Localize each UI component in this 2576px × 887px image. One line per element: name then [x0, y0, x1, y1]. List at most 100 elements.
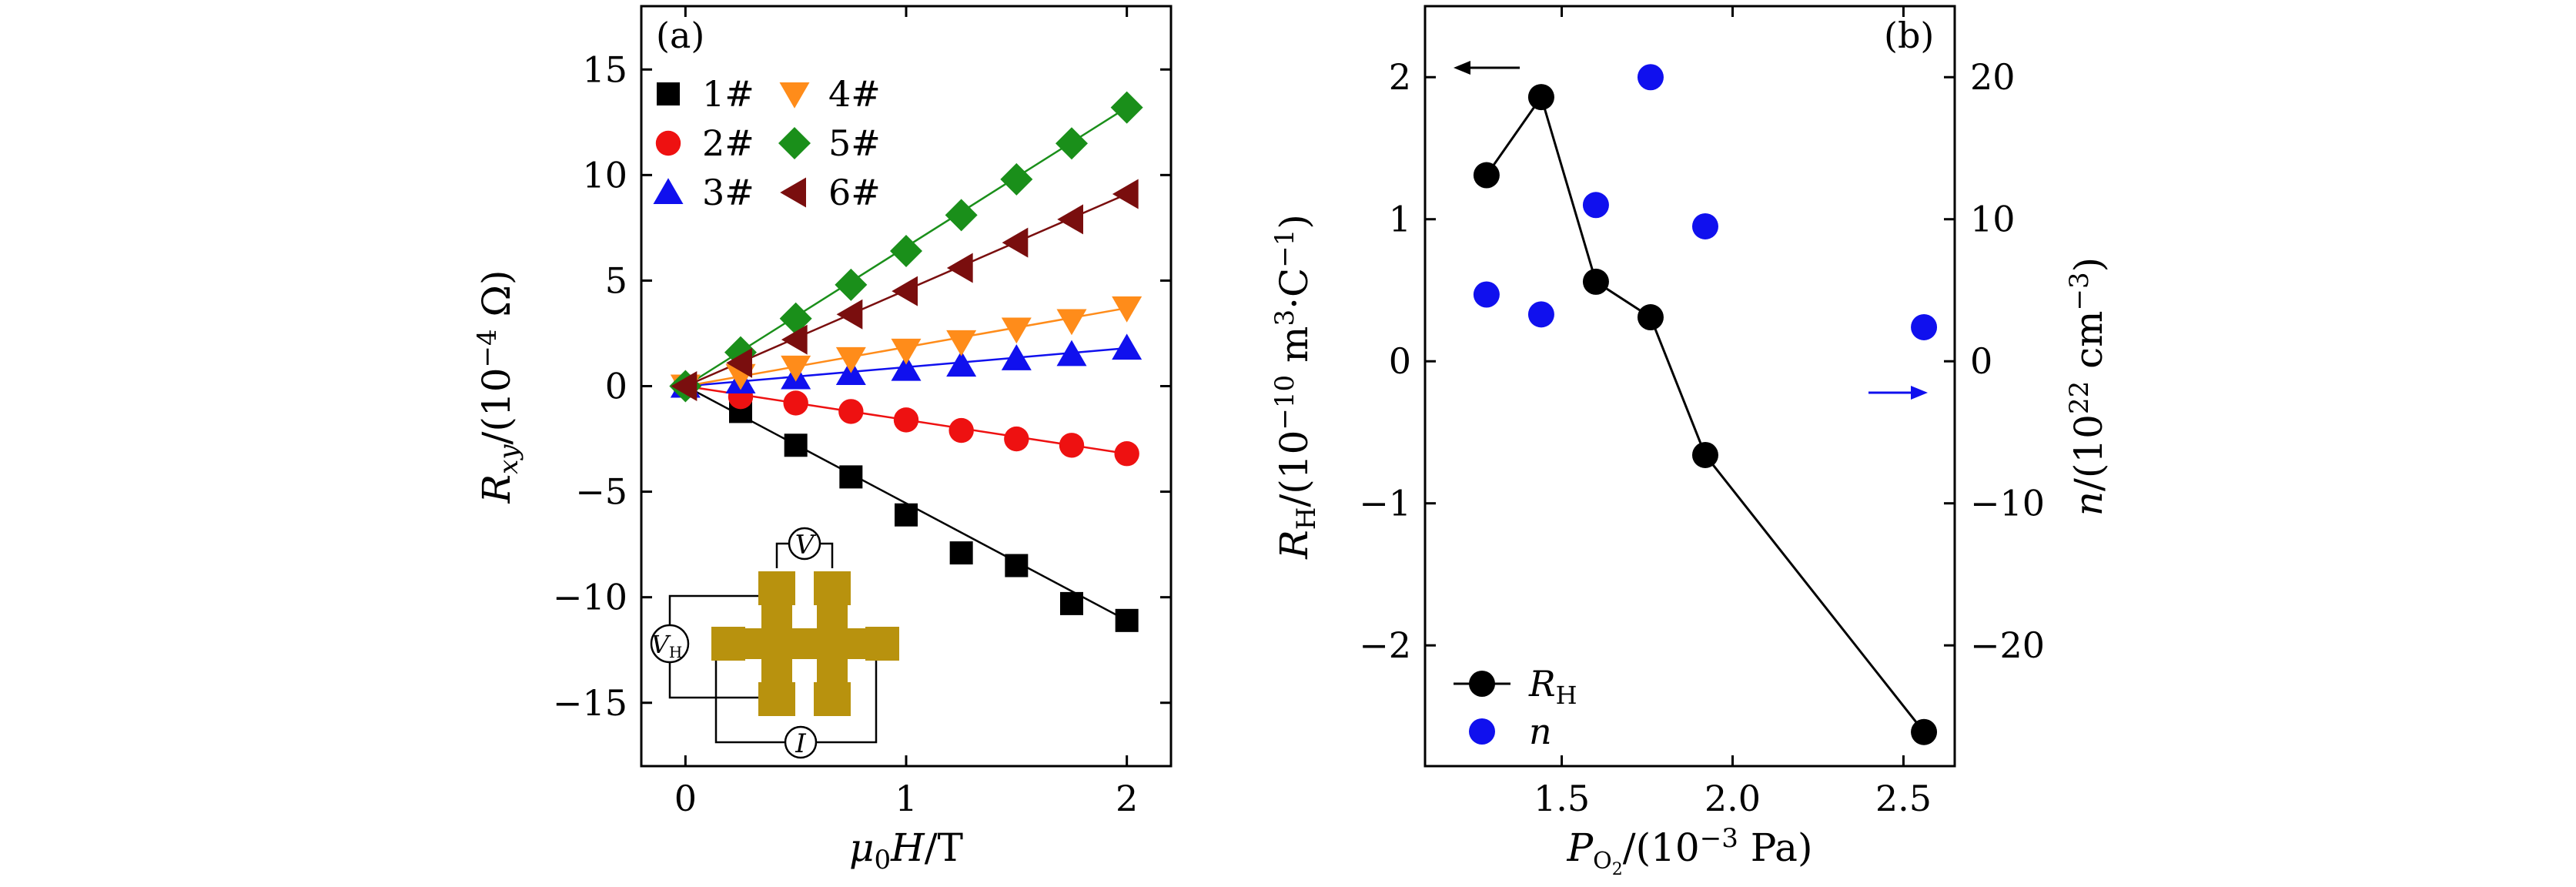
right-y-tick-label: 10 — [1970, 199, 2016, 240]
data-point-2 — [783, 390, 808, 416]
data-point-3 — [891, 354, 922, 381]
n-data-point — [1691, 213, 1718, 239]
data-point-1 — [784, 433, 808, 457]
legend-label-6: 6# — [828, 172, 881, 213]
n-data-point — [1527, 301, 1554, 328]
rh-connecting-line — [1485, 94, 1925, 733]
x-tick-label: 2.0 — [1705, 778, 1761, 819]
y-tick-label: 5 — [605, 259, 627, 301]
right-axis-arrow — [1868, 386, 1928, 400]
y-tick-label: 0 — [605, 366, 627, 407]
data-point-1 — [1005, 554, 1029, 577]
rh-data-point — [1582, 268, 1609, 295]
n-data-point — [1911, 313, 1938, 340]
left-axis-arrow — [1454, 61, 1520, 75]
data-point-3 — [946, 350, 977, 377]
rh-data-point — [1637, 304, 1664, 331]
left-y-tick-label: −2 — [1359, 624, 1411, 666]
data-point-2 — [838, 399, 864, 424]
legend-label-1: 1# — [702, 73, 754, 115]
inset-voltmeter-v — [788, 527, 821, 561]
inset-voltmeter-vh — [650, 624, 690, 664]
n-data-point — [1473, 281, 1500, 308]
data-point-5 — [1055, 127, 1088, 160]
legend-marker-6 — [780, 177, 806, 208]
data-point-4 — [1056, 309, 1087, 336]
y-tick-label: −5 — [575, 471, 627, 513]
data-point-3 — [1112, 333, 1142, 360]
panel-b-label: (b) — [1884, 15, 1934, 56]
x-tick-label: 2 — [1116, 778, 1138, 819]
panel-a-x-axis-title: μ0H/T — [849, 825, 963, 875]
left-y-tick-label: 2 — [1389, 56, 1411, 98]
panel-b-x-axis-title: PO2/(10−3 Pa) — [1567, 823, 1813, 879]
panel-b-left-axis-title: RH/(10−10 m3·C−1) — [1270, 214, 1322, 560]
inset-label-i: I — [795, 728, 806, 759]
legend-marker-5 — [778, 127, 811, 159]
data-point-2 — [1114, 441, 1139, 467]
legend-n-marker — [1469, 718, 1495, 745]
right-y-tick-label: −10 — [1970, 483, 2045, 524]
data-point-5 — [1110, 91, 1143, 124]
left-y-tick-label: −1 — [1359, 483, 1411, 524]
data-point-1 — [1060, 591, 1083, 615]
rh-data-point — [1527, 84, 1554, 111]
n-data-point — [1637, 64, 1664, 91]
y-tick-label: −10 — [553, 577, 627, 618]
rh-data-point — [1473, 162, 1500, 189]
data-point-4 — [946, 330, 977, 356]
right-y-tick-label: −20 — [1970, 624, 2045, 666]
legend-marker-2 — [655, 130, 681, 156]
data-point-6 — [1002, 227, 1029, 258]
x-tick-label: 1 — [895, 778, 917, 819]
fit-line-1 — [684, 385, 1128, 621]
data-point-6 — [836, 299, 863, 330]
x-tick-label: 2.5 — [1875, 778, 1932, 819]
y-tick-label: −15 — [553, 682, 627, 724]
legend-label-3: 3# — [702, 172, 754, 213]
data-point-6 — [781, 324, 808, 355]
inset-label-v: V — [795, 530, 817, 561]
data-point-4 — [1112, 296, 1142, 323]
data-point-2 — [1059, 433, 1085, 458]
data-point-4 — [835, 346, 866, 373]
panel-b-series — [1473, 64, 1938, 745]
data-point-1 — [949, 541, 973, 565]
data-point-5 — [890, 235, 922, 268]
legend-label-4: 4# — [828, 73, 881, 115]
y-tick-label: 10 — [582, 154, 627, 196]
data-point-6 — [671, 371, 698, 401]
right-y-tick-label: 0 — [1970, 340, 1992, 382]
y-tick-label: 15 — [582, 49, 627, 90]
data-point-5 — [1000, 162, 1033, 196]
left-y-tick-label: 1 — [1389, 199, 1411, 240]
data-point-6 — [946, 253, 973, 283]
legend-label-5: 5# — [828, 122, 881, 164]
panel-a-ticks: 0 1 2 15 10 5 0 −5 −10 −15 — [553, 6, 1171, 819]
data-point-3 — [1001, 344, 1032, 370]
left-y-tick-label: 0 — [1389, 340, 1411, 382]
panel-a: (a) 0 1 2 15 10 5 0 −5 −10 −15 μ0H/T Rxy/(10−4 Ω)… — [472, 5, 1173, 875]
panel-a-frame — [640, 5, 1173, 768]
n-data-point — [1582, 192, 1609, 219]
data-point-2 — [948, 417, 974, 444]
panel-a-label: (a) — [656, 15, 704, 56]
data-point-3 — [1056, 340, 1087, 367]
legend-n-label: n — [1529, 711, 1552, 752]
legend-marker-1 — [657, 82, 680, 105]
data-point-1 — [895, 503, 918, 527]
inset-current-source-i — [784, 725, 818, 759]
legend-label-2: 2# — [702, 122, 754, 164]
legend-rh-marker — [1469, 671, 1495, 697]
panel-b-right-axis-title: n/(1022 cm−3) — [2064, 257, 2111, 516]
data-point-6 — [892, 276, 918, 306]
data-point-2 — [893, 407, 919, 433]
data-point-6 — [1112, 179, 1139, 209]
data-point-4 — [781, 355, 811, 382]
x-tick-label: 0 — [674, 778, 697, 819]
data-point-1 — [839, 465, 863, 489]
panel-a-y-axis-title: Rxy/(10−4 Ω) — [472, 269, 524, 504]
